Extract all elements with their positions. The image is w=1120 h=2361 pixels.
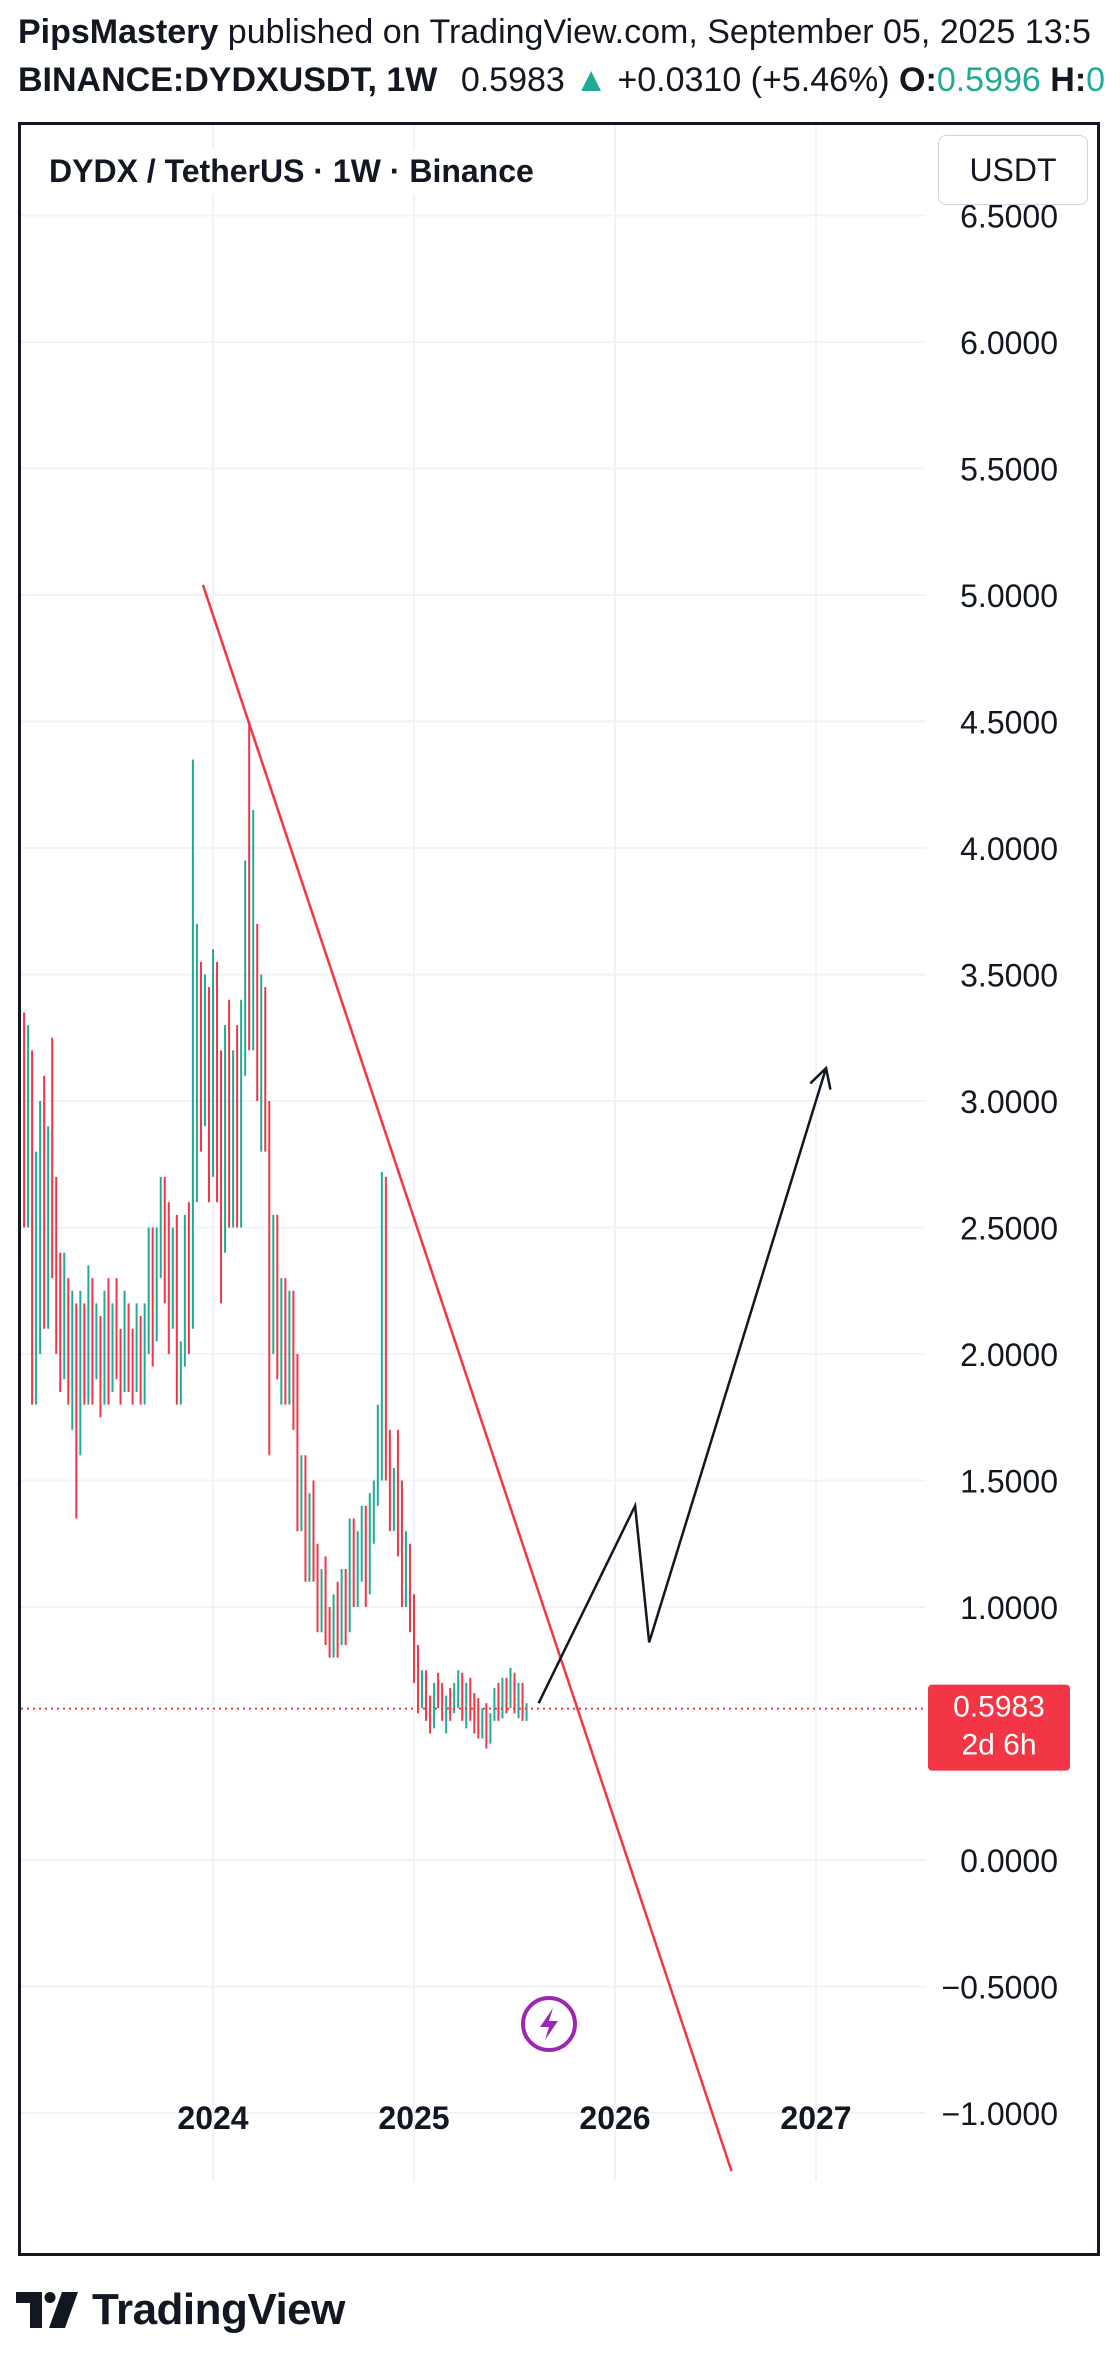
lightning-icon[interactable] — [521, 1996, 577, 2052]
high-value: 0 — [1086, 61, 1106, 99]
y-tick-label: 5.5000 — [960, 452, 1058, 488]
price-tag-box — [928, 1684, 1070, 1771]
author-name: PipsMastery — [18, 13, 219, 51]
y-tick-label: 6.0000 — [960, 325, 1058, 361]
brand-name: TradingView — [92, 2285, 345, 2334]
chart-container[interactable]: 6.5000 6.0000 5.5000 5.0000 4.5000 4.0000 3.50… — [18, 122, 1100, 2256]
flash-bolt — [540, 2008, 558, 2040]
price-tag: 0.5983 2d 6h — [928, 1684, 1070, 1771]
y-tick-label: 3.5000 — [960, 958, 1058, 994]
price-tag-countdown: 2d 6h — [961, 1729, 1036, 1762]
y-tick-label: 5.0000 — [960, 578, 1058, 614]
y-tick-label: 1.5000 — [960, 1464, 1058, 1500]
y-tick-label: 0.0000 — [960, 1843, 1058, 1879]
candles — [21, 721, 528, 1749]
x-tick-label: 2025 — [378, 2100, 449, 2136]
tradingview-logo[interactable]: TradingView — [16, 2284, 345, 2336]
y-tick-label: 2.5000 — [960, 1211, 1058, 1247]
symbol-line: BINANCE:DYDXUSDT, 1W 0.5983 ▲ +0.0310 (+… — [18, 60, 1105, 100]
arrow-head — [809, 1065, 832, 1090]
chart-title: DYDX / TetherUS · 1W · Binance — [43, 149, 540, 194]
y-tick-label: 3.0000 — [960, 1084, 1058, 1120]
published-text: published on TradingView.com, September … — [227, 13, 1091, 51]
drawings — [201, 584, 832, 2172]
last-price: 0.5983 — [460, 61, 565, 99]
price-chart[interactable]: 6.50006.00005.50005.00004.50004.00003.50… — [21, 125, 1097, 2253]
price-scale: 6.50006.00005.50005.00004.50004.00003.50… — [941, 199, 1058, 2133]
x-tick-label: 2024 — [177, 2100, 248, 2136]
projection-path — [537, 1067, 828, 1704]
y-tick-label: 1.0000 — [960, 1590, 1058, 1626]
open-value: 0.5996 — [936, 61, 1041, 99]
publish-line: PipsMastery published on TradingView.com… — [18, 12, 1091, 52]
symbol-name: BINANCE:DYDXUSDT, 1W — [18, 61, 438, 99]
x-tick-label: 2027 — [780, 2100, 851, 2136]
triangle-up-icon: ▲ — [574, 61, 608, 99]
currency-button[interactable]: USDT — [938, 135, 1088, 205]
grid — [21, 125, 926, 2181]
y-tick-label: 4.0000 — [960, 831, 1058, 867]
tradingview-logo-icon — [16, 2292, 78, 2328]
time-scale: 2024 2025 2026 2027 — [177, 2100, 851, 2136]
x-tick-label: 2026 — [579, 2100, 650, 2136]
high-label: H: — [1050, 61, 1087, 99]
y-tick-label: −1.0000 — [941, 2096, 1058, 2132]
y-tick-label: 4.5000 — [960, 705, 1058, 741]
open-label: O: — [899, 61, 937, 99]
y-tick-label: −0.5000 — [941, 1970, 1058, 2006]
price-change: +0.0310 (+5.46%) — [617, 61, 890, 99]
price-tag-value: 0.5983 — [953, 1691, 1045, 1724]
red-trendline — [201, 584, 733, 2172]
y-tick-label: 2.0000 — [960, 1337, 1058, 1373]
